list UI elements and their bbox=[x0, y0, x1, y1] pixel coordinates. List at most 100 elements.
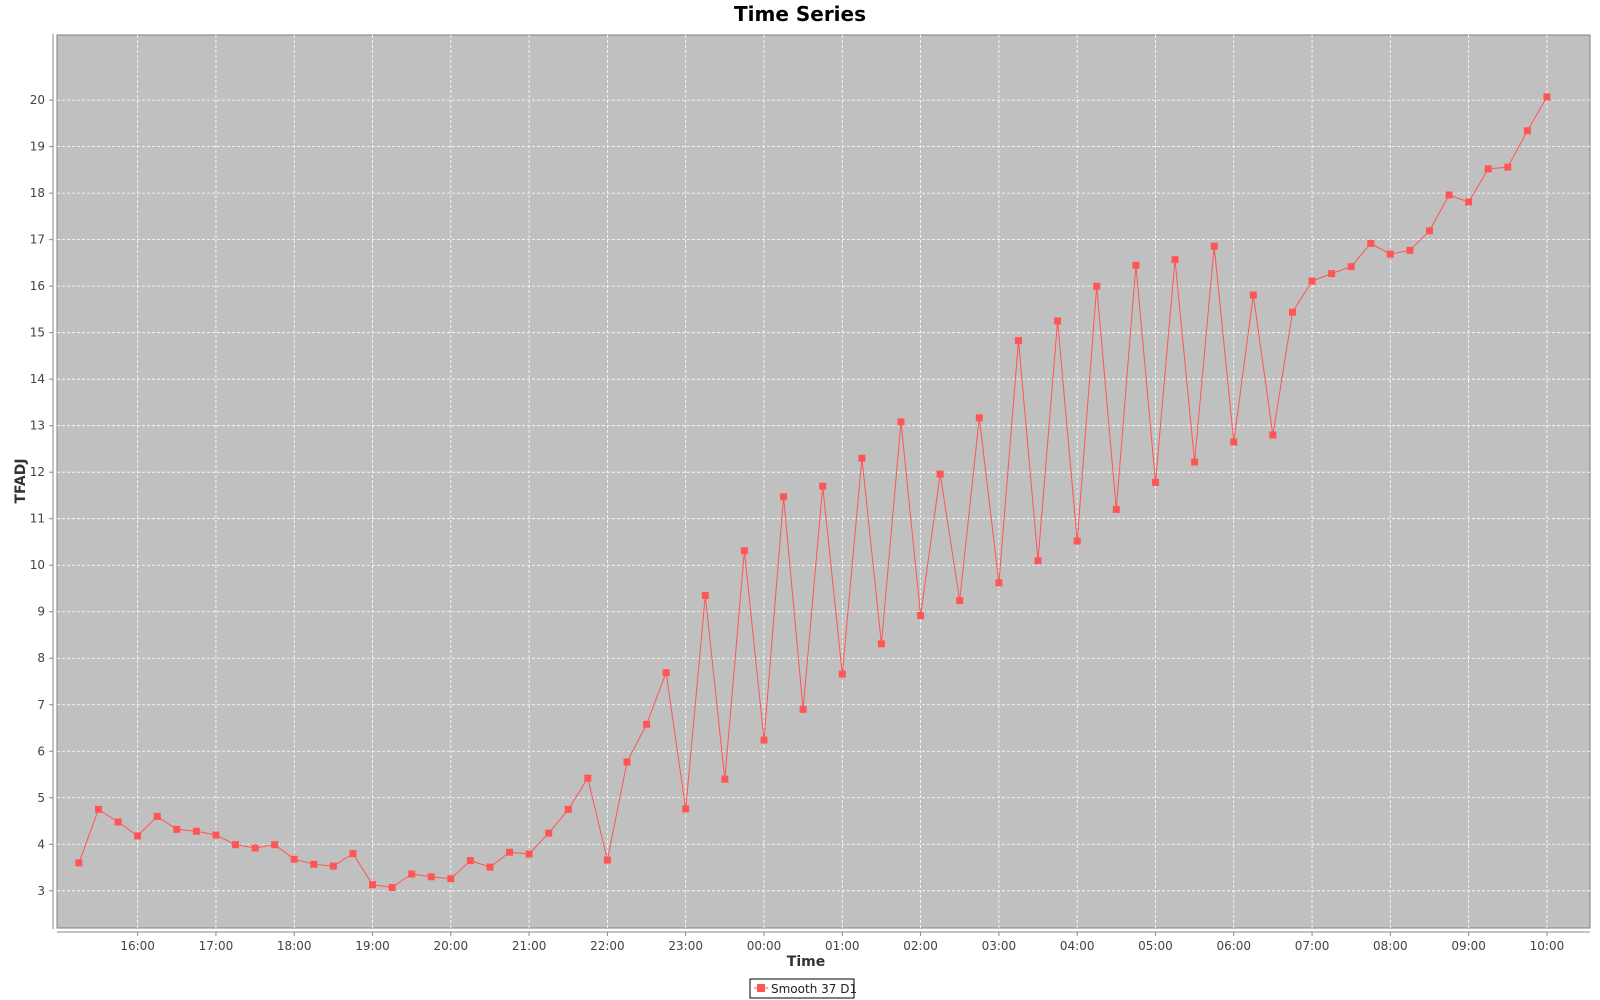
data-point-marker bbox=[1093, 282, 1101, 290]
x-tick-label: 23:00 bbox=[668, 939, 703, 953]
data-point-marker bbox=[858, 454, 866, 462]
data-point-marker bbox=[819, 482, 827, 490]
data-point-marker bbox=[1504, 163, 1512, 171]
data-point-marker bbox=[760, 736, 768, 744]
data-point-marker bbox=[232, 841, 239, 849]
data-point-marker bbox=[682, 805, 690, 813]
data-point-marker bbox=[310, 860, 318, 868]
y-tick-label: 17 bbox=[30, 233, 45, 247]
data-point-marker bbox=[1386, 250, 1394, 258]
data-point-marker bbox=[1523, 127, 1531, 135]
legend-box bbox=[749, 978, 855, 999]
chart-title: Time Series bbox=[734, 2, 866, 26]
data-point-marker bbox=[388, 884, 396, 891]
data-point-marker bbox=[838, 670, 846, 678]
series-smooth-37-d1 bbox=[75, 93, 1551, 891]
x-tick-label: 08:00 bbox=[1373, 939, 1408, 953]
y-tick-label: 20 bbox=[30, 93, 45, 107]
x-tick-label: 04:00 bbox=[1060, 939, 1095, 953]
data-point-marker bbox=[701, 592, 709, 599]
x-tick-label: 21:00 bbox=[512, 939, 547, 953]
y-tick-label: 14 bbox=[30, 372, 45, 386]
data-point-marker bbox=[1034, 557, 1042, 565]
x-tick-label: 05:00 bbox=[1138, 939, 1173, 953]
data-point-marker bbox=[134, 832, 142, 840]
legend: Smooth 37 D1 bbox=[749, 978, 857, 999]
y-axis-ticks: 3 4 5 6 7 8 9 10 11 12 13 14 15 16 17 18 19 20 bbox=[30, 93, 53, 898]
data-point-marker bbox=[662, 669, 670, 677]
y-tick-label: 15 bbox=[30, 326, 45, 340]
data-point-marker bbox=[1171, 256, 1179, 264]
x-axis-ticks: 16:00 17:00 18:00 19:00 20:00 21:00 22:00 23:00… bbox=[120, 932, 1564, 953]
data-point-marker bbox=[799, 705, 807, 713]
data-point-marker bbox=[1328, 270, 1336, 278]
y-tick-label: 11 bbox=[30, 512, 45, 526]
data-point-marker bbox=[1289, 308, 1296, 316]
x-tick-label: 07:00 bbox=[1295, 939, 1330, 953]
plot-area bbox=[56, 34, 1591, 929]
x-tick-label: 09:00 bbox=[1451, 939, 1486, 953]
data-point-marker bbox=[780, 493, 788, 501]
y-axis-label: TFADJ bbox=[13, 458, 29, 503]
data-point-marker bbox=[506, 848, 513, 856]
data-point-marker bbox=[545, 829, 553, 837]
x-tick-label: 06:00 bbox=[1216, 939, 1251, 953]
data-point-marker bbox=[95, 805, 102, 813]
data-point-marker bbox=[1132, 261, 1140, 269]
y-tick-label: 7 bbox=[37, 698, 45, 712]
data-point-marker bbox=[917, 612, 925, 619]
y-tick-label: 9 bbox=[37, 605, 45, 619]
data-point-marker bbox=[1112, 505, 1120, 513]
x-tick-label: 02:00 bbox=[903, 939, 938, 953]
data-point-marker bbox=[349, 850, 357, 858]
data-point-marker bbox=[623, 758, 631, 766]
data-point-marker bbox=[1465, 198, 1473, 206]
x-tick-label: 18:00 bbox=[277, 939, 312, 953]
data-point-marker bbox=[936, 470, 944, 478]
data-point-marker bbox=[740, 547, 748, 555]
y-tick-label: 3 bbox=[37, 884, 45, 898]
y-tick-label: 8 bbox=[37, 651, 45, 665]
data-point-marker bbox=[114, 818, 122, 826]
x-tick-label: 17:00 bbox=[199, 939, 234, 953]
x-tick-label: 10:00 bbox=[1530, 939, 1565, 953]
data-point-marker bbox=[75, 859, 83, 867]
data-point-marker bbox=[603, 856, 611, 864]
x-tick-label: 19:00 bbox=[355, 939, 390, 953]
data-point-marker bbox=[173, 825, 181, 833]
data-point-marker bbox=[995, 579, 1003, 587]
data-point-marker bbox=[212, 831, 220, 839]
data-point-marker bbox=[1367, 239, 1375, 247]
data-point-marker bbox=[1347, 263, 1355, 271]
data-point-marker bbox=[427, 873, 435, 881]
data-point-marker bbox=[1152, 478, 1159, 486]
data-point-marker bbox=[1543, 93, 1551, 101]
data-point-marker bbox=[897, 418, 905, 426]
data-point-marker bbox=[1073, 537, 1081, 545]
series-line bbox=[78, 96, 1548, 889]
data-point-marker bbox=[486, 863, 494, 871]
data-point-marker bbox=[1484, 165, 1492, 173]
data-point-marker bbox=[956, 597, 964, 605]
data-point-marker bbox=[1269, 431, 1277, 439]
data-point-marker bbox=[584, 774, 592, 782]
data-point-marker bbox=[271, 841, 279, 849]
y-tick-label: 13 bbox=[30, 419, 45, 433]
data-point-marker bbox=[1015, 337, 1022, 345]
data-point-marker bbox=[1308, 277, 1316, 285]
legend-label: Smooth 37 D1 bbox=[771, 982, 857, 996]
y-tick-label: 10 bbox=[30, 558, 45, 572]
x-tick-label: 03:00 bbox=[982, 939, 1017, 953]
data-point-marker bbox=[251, 844, 259, 852]
data-point-marker bbox=[1191, 458, 1199, 466]
data-point-marker bbox=[329, 862, 337, 870]
x-tick-label: 00:00 bbox=[747, 939, 782, 953]
x-tick-label: 22:00 bbox=[590, 939, 625, 953]
y-tick-label: 16 bbox=[30, 279, 45, 293]
data-point-marker bbox=[1445, 191, 1453, 199]
data-point-marker bbox=[369, 881, 376, 889]
data-point-marker bbox=[877, 640, 885, 648]
data-point-marker bbox=[466, 857, 474, 865]
y-tick-label: 5 bbox=[37, 791, 45, 805]
x-tick-label: 20:00 bbox=[434, 939, 469, 953]
